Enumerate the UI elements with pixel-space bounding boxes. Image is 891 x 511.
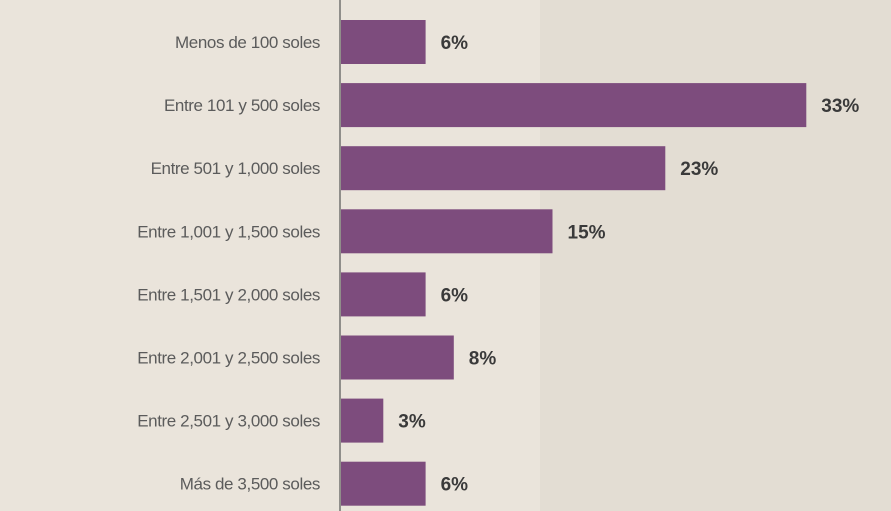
category-label-6: Entre 2,001 y 2,500 soles [137,349,320,368]
bar-3 [341,146,666,191]
bar-8 [341,461,426,506]
category-label-2: Entre 101 y 500 soles [164,96,320,115]
category-label-1: Menos de 100 soles [175,33,320,52]
bar-7 [341,398,384,443]
category-label-7: Entre 2,501 y 3,000 soles [137,412,320,431]
category-label-3: Entre 501 y 1,000 soles [151,159,320,178]
category-label-group: Menos de 100 soles Entre 101 y 500 soles E… [137,33,320,494]
bar-group [341,20,807,506]
value-label-4: 15% [568,222,606,243]
bar-2 [341,83,807,128]
background-texture [540,0,891,511]
value-label-group: 6% 33% 23% 15% 6% 8% 3% 6% [398,33,859,496]
value-label-5: 6% [441,285,469,306]
bar-5 [341,272,426,317]
value-label-6: 8% [469,349,497,370]
category-label-5: Entre 1,501 y 2,000 soles [137,285,320,304]
value-label-7: 3% [398,412,426,433]
value-label-2: 33% [821,96,859,117]
value-label-8: 6% [441,475,469,496]
bar-1 [341,20,426,64]
value-label-1: 6% [441,33,469,54]
category-label-4: Entre 1,001 y 1,500 soles [137,222,320,241]
bar-6 [341,335,454,380]
category-label-8: Más de 3,500 soles [180,475,320,494]
bar-4 [341,209,553,254]
value-label-3: 23% [680,159,718,180]
